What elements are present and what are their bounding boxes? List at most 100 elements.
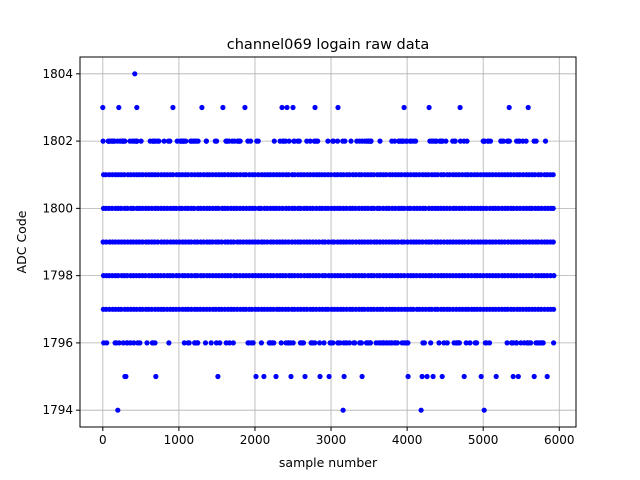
y-tick-label: 1800 [42, 201, 73, 215]
data-point [100, 104, 106, 111]
data-point [120, 340, 126, 346]
data-point [312, 138, 318, 144]
data-point [288, 373, 294, 380]
data-point [428, 340, 434, 346]
data-point [310, 340, 316, 346]
data-point [513, 340, 520, 346]
data-point [403, 340, 409, 346]
data-point [261, 373, 267, 380]
data-point [208, 340, 214, 346]
data-point [325, 138, 331, 144]
data-point [291, 138, 297, 144]
data-point [495, 273, 502, 279]
data-point [525, 104, 531, 111]
data-point [231, 239, 237, 245]
y-axis-label: ADC Code [14, 210, 29, 273]
data-point [100, 138, 106, 144]
data-point [316, 273, 322, 279]
data-point [144, 340, 150, 346]
data-point [123, 373, 129, 380]
data-point [191, 205, 197, 211]
data-point [551, 340, 557, 346]
data-point [254, 138, 260, 144]
data-point [418, 407, 424, 413]
data-point [533, 138, 539, 144]
data-point [279, 104, 285, 111]
data-point [430, 373, 436, 380]
ticks: 0 1000 2000 3000 4000 5000 6000 1794 1796 1798 180… [42, 67, 574, 447]
data-point [183, 138, 189, 144]
data-points [100, 71, 557, 413]
data-point [395, 239, 401, 245]
data-point [540, 340, 546, 346]
data-point [464, 138, 470, 144]
y-tick-label: 1804 [42, 67, 73, 81]
data-point [118, 205, 124, 211]
data-point [253, 373, 259, 380]
data-point [202, 340, 209, 346]
data-point [317, 373, 323, 380]
data-point [348, 138, 354, 144]
data-point [521, 340, 528, 346]
data-point [510, 373, 516, 380]
data-point [250, 340, 256, 346]
data-point [529, 273, 535, 279]
data-point [236, 138, 242, 144]
data-point [351, 340, 357, 346]
data-point [515, 373, 521, 380]
data-point [354, 138, 360, 144]
plot-frame [79, 56, 577, 428]
data-point [285, 172, 292, 178]
data-point [199, 104, 205, 111]
data-point [167, 138, 173, 144]
data-point [551, 273, 557, 279]
data-point [419, 239, 426, 245]
y-tick-label: 1798 [42, 269, 73, 283]
data-point [373, 340, 379, 346]
data-point [509, 340, 515, 346]
data-point [405, 373, 411, 380]
data-point [483, 340, 489, 346]
data-point [296, 138, 302, 144]
data-point [433, 138, 439, 144]
data-point [302, 373, 308, 380]
data-point [192, 340, 198, 346]
data-point [504, 340, 510, 346]
data-point [286, 138, 292, 144]
data-point [335, 138, 341, 144]
data-point [188, 138, 195, 144]
data-point [174, 138, 180, 144]
x-axis-label: sample number [279, 455, 378, 470]
data-point [214, 138, 220, 144]
data-point [435, 172, 441, 178]
data-point [228, 273, 234, 279]
data-point [215, 373, 221, 380]
x-tick-label: 4000 [392, 433, 423, 447]
data-point [359, 373, 365, 380]
data-point [139, 239, 146, 245]
data-point [132, 71, 138, 77]
data-point [271, 138, 277, 144]
data-point [118, 306, 124, 312]
data-point [181, 340, 187, 346]
data-point [278, 340, 284, 346]
data-point [533, 340, 539, 346]
data-point [550, 205, 556, 211]
data-point [153, 138, 159, 144]
data-point [520, 138, 526, 144]
data-point [304, 138, 310, 144]
chart-title: channel069 logain raw data [227, 37, 429, 53]
data-point [366, 340, 372, 346]
data-point [341, 373, 347, 380]
data-point [290, 104, 296, 111]
data-point [130, 205, 136, 211]
data-point [544, 373, 550, 380]
data-point [115, 273, 121, 279]
data-point [142, 273, 149, 279]
data-point [242, 104, 248, 111]
data-point [152, 340, 158, 346]
data-point [134, 104, 140, 111]
data-point [287, 340, 294, 346]
data-point [457, 104, 463, 111]
data-point [317, 340, 323, 346]
